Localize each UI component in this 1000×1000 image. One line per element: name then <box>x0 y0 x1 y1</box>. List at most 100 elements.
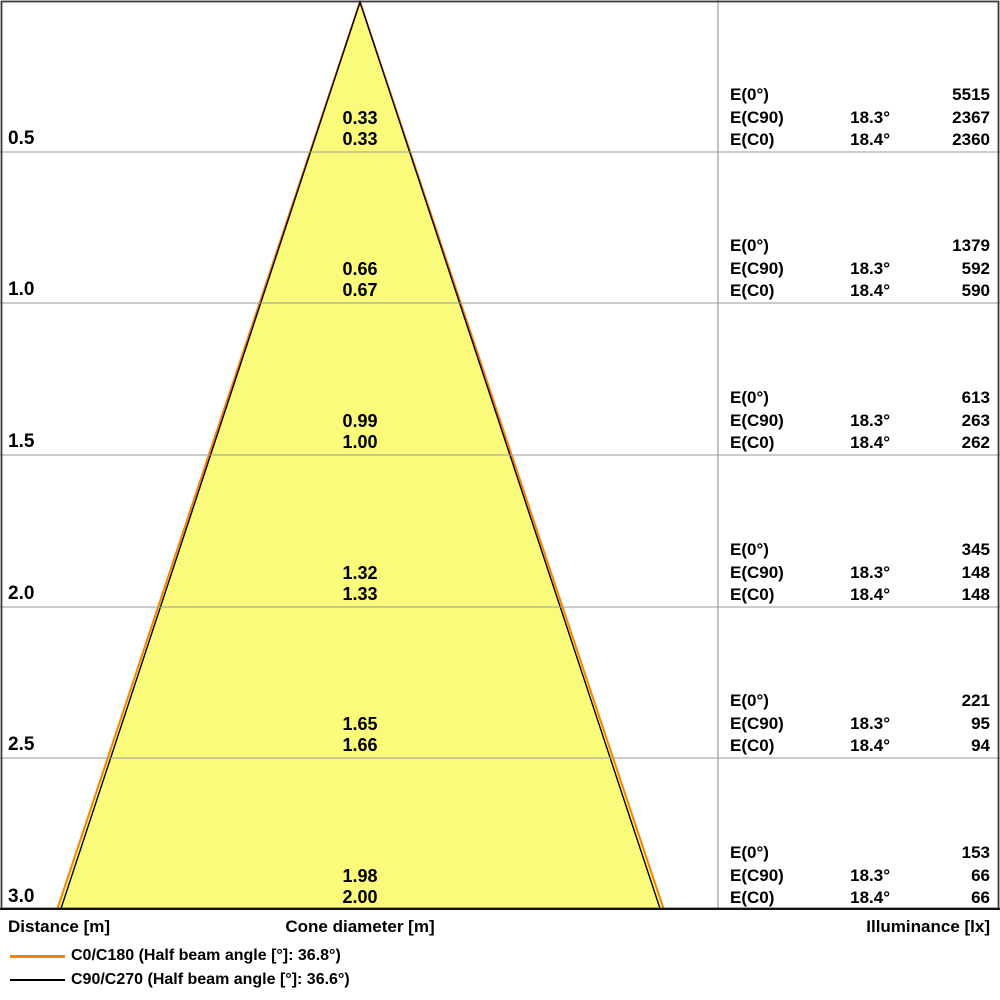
ec0-row: E(C0) 18.4° 94 <box>730 735 990 758</box>
ec0-value: 148 <box>961 585 990 604</box>
ec90-value: 95 <box>971 713 990 733</box>
ec90-label: E(C90) <box>730 107 784 127</box>
ec90-label: E(C90) <box>730 713 784 733</box>
cone-diameter-c0: 0.67 <box>342 280 378 300</box>
ec90-row: E(C90) 18.3° 66 <box>730 865 990 888</box>
legend-item-c90-c270: C90/C270 (Half beam angle [°]: 36.6°) <box>0 968 350 992</box>
ec0-label: E(C0) <box>730 281 775 300</box>
cone-chart-canvas <box>0 0 1000 910</box>
ec90-value: 592 <box>961 258 990 278</box>
e0-row: E(0°) 221 <box>730 690 990 713</box>
e0-angle <box>825 235 890 258</box>
ec0-value: 262 <box>961 433 990 452</box>
ec0-label: E(C0) <box>730 433 775 452</box>
cone-diameter-c0: 1.00 <box>342 432 378 452</box>
e0-label: E(0°) <box>730 85 769 104</box>
cone-diameter-c0: 0.33 <box>342 129 378 149</box>
ec90-value: 2367 <box>952 107 990 127</box>
cone-diameter-c90: 0.99 <box>342 411 378 431</box>
ec0-row: E(C0) 18.4° 590 <box>730 280 990 303</box>
ec90-angle: 18.3° <box>850 865 890 885</box>
ec90-row: E(C90) 18.3° 148 <box>730 562 990 585</box>
e0-angle <box>825 387 890 410</box>
legend-label-c0-c180: C0/C180 (Half beam angle [°]: 36.8°) <box>71 947 341 964</box>
cone-diameter-c90: 1.65 <box>342 714 378 734</box>
ec90-value: 263 <box>961 410 990 430</box>
ec0-row: E(C0) 18.4° 148 <box>730 584 990 607</box>
e0-label: E(0°) <box>730 388 769 407</box>
e0-row: E(0°) 345 <box>730 539 990 562</box>
e0-angle <box>825 84 890 107</box>
ec90-label: E(C90) <box>730 562 784 582</box>
cone-diameter-c0: 2.00 <box>342 887 378 907</box>
ec0-value: 590 <box>961 281 990 300</box>
axis-label-cone-diameter: Cone diameter [m] <box>285 917 435 936</box>
cone-diameter-c90: 0.33 <box>342 108 378 128</box>
legend-swatch-c90-c270 <box>10 979 65 981</box>
cone-outline-c90-c270 <box>59 0 662 910</box>
ec0-label: E(C0) <box>730 585 775 604</box>
legend-item-c0-c180: C0/C180 (Half beam angle [°]: 36.8°) <box>0 944 350 968</box>
cone-diameter-values-row1: 0.33 0.33 <box>260 108 460 150</box>
ec0-angle: 18.4° <box>850 433 890 452</box>
ec90-label: E(C90) <box>730 258 784 278</box>
ec0-row: E(C0) 18.4° 262 <box>730 432 990 455</box>
ec90-row: E(C90) 18.3° 95 <box>730 713 990 736</box>
illuminance-block-row6: E(0°) 153 E(C90) 18.3° 66 E(C0) 18.4° 66 <box>730 842 990 910</box>
e0-row: E(0°) 153 <box>730 842 990 865</box>
distance-label-0-5: 0.5 <box>8 128 35 149</box>
axis-label-illuminance: Illuminance [lx] <box>866 917 990 936</box>
e0-value: 153 <box>961 843 990 862</box>
ec0-label: E(C0) <box>730 130 775 149</box>
e0-label: E(0°) <box>730 540 769 559</box>
ec0-row: E(C0) 18.4° 66 <box>730 887 990 910</box>
ec90-label: E(C90) <box>730 865 784 885</box>
cone-diameter-c90: 1.32 <box>342 563 378 583</box>
e0-value: 221 <box>961 691 990 710</box>
e0-row: E(0°) 1379 <box>730 235 990 258</box>
cone-diameter-values-row2: 0.66 0.67 <box>260 259 460 301</box>
axis-label-distance: Distance [m] <box>8 917 111 936</box>
ec90-angle: 18.3° <box>850 713 890 733</box>
ec90-row: E(C90) 18.3° 263 <box>730 410 990 433</box>
e0-angle <box>825 539 890 562</box>
cone-diameter-c90: 1.98 <box>342 866 378 886</box>
ec0-angle: 18.4° <box>850 888 890 907</box>
e0-label: E(0°) <box>730 691 769 710</box>
illuminance-block-row3: E(0°) 613 E(C90) 18.3° 263 E(C0) 18.4° 2… <box>730 387 990 455</box>
e0-value: 345 <box>961 540 990 559</box>
e0-row: E(0°) 5515 <box>730 84 990 107</box>
ec90-angle: 18.3° <box>850 562 890 582</box>
cone-diameter-values-row4: 1.32 1.33 <box>260 563 460 605</box>
ec0-angle: 18.4° <box>850 130 890 149</box>
e0-value: 613 <box>961 388 990 407</box>
cone-diameter-c0: 1.66 <box>342 735 378 755</box>
ec0-angle: 18.4° <box>850 281 890 300</box>
ec0-label: E(C0) <box>730 736 775 755</box>
ec0-row: E(C0) 18.4° 2360 <box>730 129 990 152</box>
ec0-angle: 18.4° <box>850 736 890 755</box>
cone-fill-c0-c180-outline <box>55 0 666 910</box>
ec90-angle: 18.3° <box>850 258 890 278</box>
distance-label-2-5: 2.5 <box>8 734 35 755</box>
e0-angle <box>825 690 890 713</box>
cone-diameter-values-row5: 1.65 1.66 <box>260 714 460 756</box>
e0-value: 1379 <box>952 236 990 255</box>
distance-label-2-0: 2.0 <box>8 583 35 604</box>
ec0-value: 94 <box>971 736 990 755</box>
e0-value: 5515 <box>952 85 990 104</box>
ec0-value: 66 <box>971 888 990 907</box>
cone-diameter-values-row3: 0.99 1.00 <box>260 411 460 453</box>
cone-diameter-c90: 0.66 <box>342 259 378 279</box>
distance-label-1-5: 1.5 <box>8 431 35 452</box>
e0-angle <box>825 842 890 865</box>
distance-label-3-0: 3.0 <box>8 886 35 907</box>
legend: C0/C180 (Half beam angle [°]: 36.8°) C90… <box>0 944 350 992</box>
ec90-label: E(C90) <box>730 410 784 430</box>
illuminance-block-row4: E(0°) 345 E(C90) 18.3° 148 E(C0) 18.4° 1… <box>730 539 990 607</box>
ec90-row: E(C90) 18.3° 2367 <box>730 107 990 130</box>
illuminance-block-row5: E(0°) 221 E(C90) 18.3° 95 E(C0) 18.4° 94 <box>730 690 990 758</box>
legend-label-c90-c270: C90/C270 (Half beam angle [°]: 36.6°) <box>71 971 350 988</box>
illuminance-block-row2: E(0°) 1379 E(C90) 18.3° 592 E(C0) 18.4° … <box>730 235 990 303</box>
